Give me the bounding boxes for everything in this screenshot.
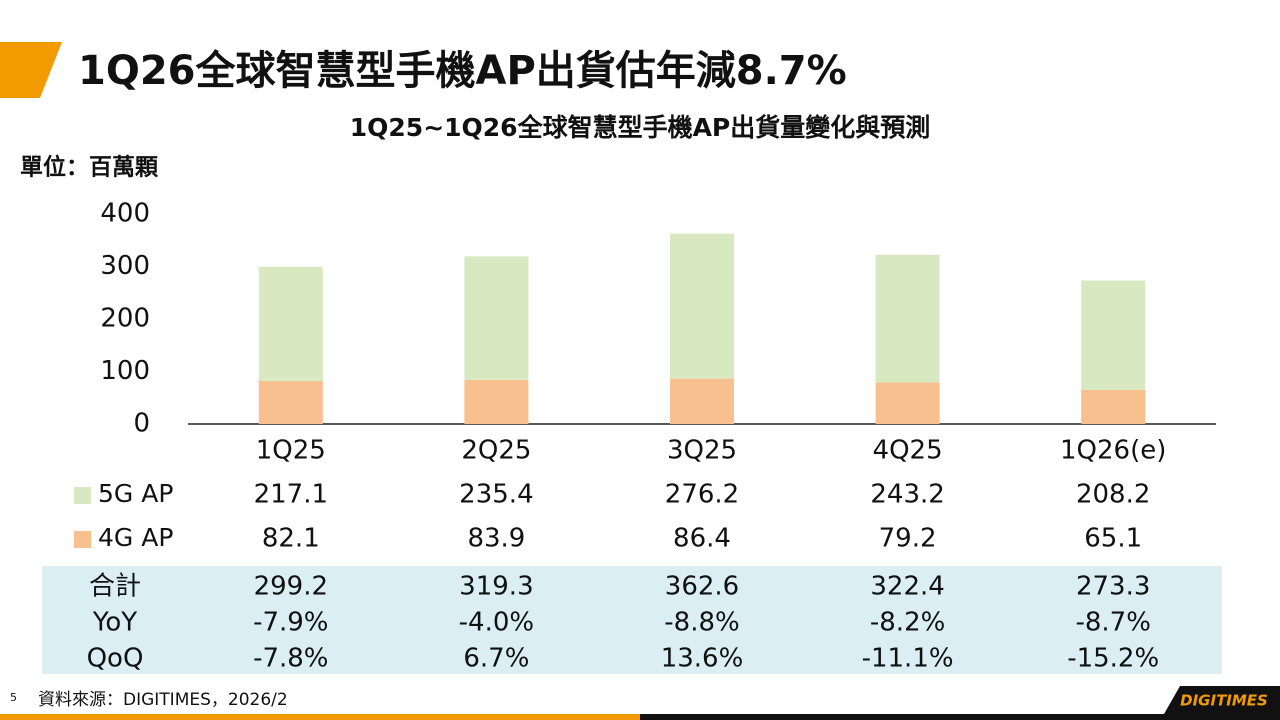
summary-value: -11.1%: [862, 644, 954, 674]
data-label: 217.1: [254, 480, 328, 510]
y-tick-label: 400: [100, 199, 150, 229]
summary-label: 合計: [89, 572, 141, 602]
logo: DIGITIMES: [1180, 692, 1268, 710]
data-label: 235.4: [459, 480, 533, 510]
legend-swatch: [74, 531, 91, 548]
y-tick-label: 300: [100, 251, 150, 281]
summary-value: -7.9%: [253, 608, 328, 638]
summary-label: YoY: [92, 608, 137, 638]
bar-segment: [1081, 280, 1146, 390]
summary-value: 6.7%: [463, 644, 529, 674]
summary-label: QoQ: [87, 644, 144, 674]
bar-segment: [670, 233, 734, 379]
y-tick-label: 100: [100, 356, 150, 386]
bar-segment: [464, 379, 529, 424]
summary-value: -15.2%: [1067, 644, 1159, 674]
x-tick-label: 4Q25: [873, 436, 943, 466]
summary-value: -8.7%: [1075, 608, 1150, 638]
title-accent: [0, 42, 62, 98]
summary-background: [42, 566, 1222, 674]
footer-bar: [0, 714, 640, 720]
bar-segment: [1081, 389, 1146, 424]
summary-value: 322.4: [870, 572, 944, 602]
summary-value: -8.2%: [870, 608, 945, 638]
data-label: 79.2: [879, 524, 937, 554]
data-label: 83.9: [467, 524, 525, 554]
unit-label: 單位：百萬顆: [20, 154, 159, 181]
data-label: 208.2: [1076, 480, 1150, 510]
y-tick-label: 200: [100, 304, 150, 334]
data-label: 86.4: [673, 524, 731, 554]
page-number: 5: [10, 691, 17, 704]
y-tick-label: 0: [133, 409, 150, 439]
chart-subtitle: 1Q25~1Q26全球智慧型手機AP出貨量變化與預測: [350, 113, 931, 142]
summary-value: -8.8%: [664, 608, 739, 638]
x-tick-label: 1Q25: [256, 436, 326, 466]
chart-title: 1Q26全球智慧型手機AP出貨估年減8.7%: [78, 48, 847, 94]
source: 資料來源：DIGITIMES，2026/2: [38, 690, 288, 710]
x-tick-label: 2Q25: [461, 436, 531, 466]
summary-value: -4.0%: [459, 608, 534, 638]
summary-value: -7.8%: [253, 644, 328, 674]
legend-swatch: [74, 487, 91, 504]
footer-bar: [640, 714, 1280, 720]
data-label: 243.2: [870, 480, 944, 510]
summary-value: 273.3: [1076, 572, 1150, 602]
bar-segment: [258, 380, 323, 424]
bar-segment: [875, 254, 940, 383]
summary-value: 13.6%: [661, 644, 744, 674]
bar-segment: [670, 378, 734, 424]
bar-segment: [464, 256, 529, 380]
legend-label: 4G AP: [98, 523, 173, 552]
x-tick-label: 1Q26(e): [1060, 436, 1166, 466]
bar-segment: [875, 382, 940, 424]
logo-background: [1164, 686, 1280, 714]
summary-value: 319.3: [459, 572, 533, 602]
x-tick-label: 3Q25: [667, 436, 737, 466]
data-label: 65.1: [1084, 524, 1142, 554]
legend-label: 5G AP: [98, 479, 173, 508]
summary-value: 362.6: [665, 572, 739, 602]
summary-value: 299.2: [254, 572, 328, 602]
data-label: 82.1: [262, 524, 320, 554]
bar-segment: [258, 266, 323, 381]
data-label: 276.2: [665, 480, 739, 510]
